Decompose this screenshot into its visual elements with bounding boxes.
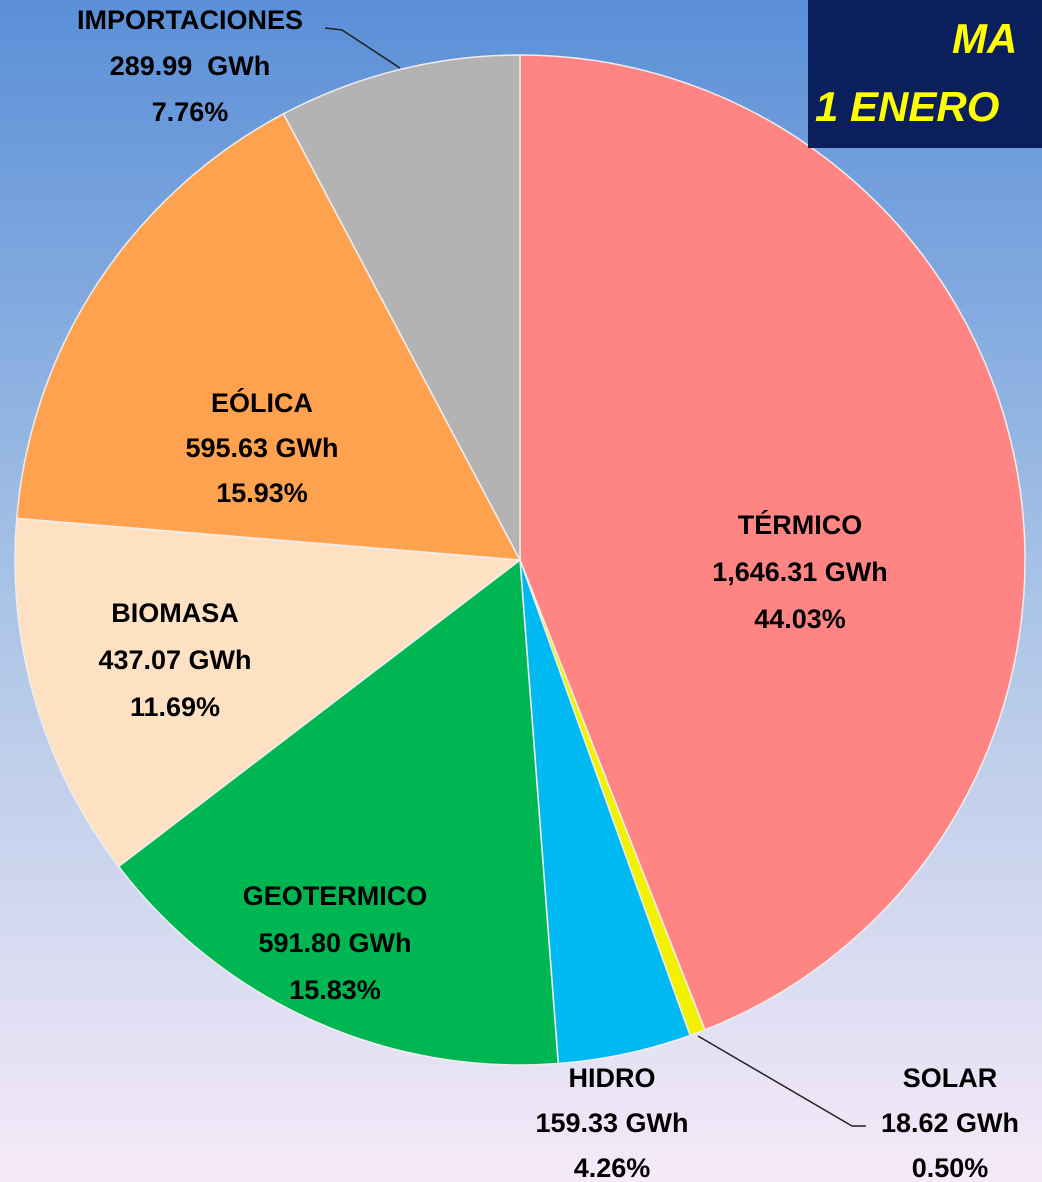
pie-slice — [14, 517, 523, 868]
title-box — [808, 0, 1042, 148]
leader-line — [324, 27, 401, 69]
slice-name: EÓLICA — [211, 387, 313, 418]
leader-line — [697, 1035, 866, 1127]
slice-name: IMPORTACIONES — [77, 5, 303, 35]
value-label: 595.63 GWh — [185, 433, 338, 463]
pie-slice — [519, 54, 1026, 1031]
pie-slice — [15, 112, 522, 561]
percent-label: 11.69% — [130, 692, 220, 722]
labels: TÉRMICO 1,646.31 GWh 44.03% SOLAR 18.62 GWh 0… — [77, 5, 1019, 1182]
pie — [14, 54, 1026, 1066]
slice-name: GEOTERMICO — [243, 881, 428, 911]
value-label: 159.33 GWh — [535, 1108, 688, 1138]
chart-title: MA — [952, 15, 1017, 62]
slice-name: TÉRMICO — [738, 509, 863, 540]
slice-name: HIDRO — [569, 1063, 656, 1093]
percent-label: 15.93% — [216, 478, 308, 508]
value-label: 18.62 GWh — [881, 1108, 1019, 1138]
value-label: 437.07 GWh — [98, 645, 251, 675]
value-label: 1,646.31 GWh — [712, 557, 888, 587]
percent-label: 44.03% — [754, 604, 846, 634]
pie-slice — [117, 558, 560, 1066]
slice-name: BIOMASA — [111, 598, 239, 628]
value-label: 591.80 GWh — [258, 928, 411, 958]
percent-label: 4.26% — [574, 1153, 651, 1182]
slice-name: SOLAR — [903, 1063, 998, 1093]
percent-label: 15.83% — [289, 975, 381, 1005]
value-label: 289.99 GWh — [110, 51, 271, 81]
chart-title: 1 ENERO — [815, 83, 999, 130]
percent-label: 0.50% — [912, 1153, 989, 1182]
percent-label: 7.76% — [152, 97, 229, 127]
pie-slice — [282, 54, 521, 561]
